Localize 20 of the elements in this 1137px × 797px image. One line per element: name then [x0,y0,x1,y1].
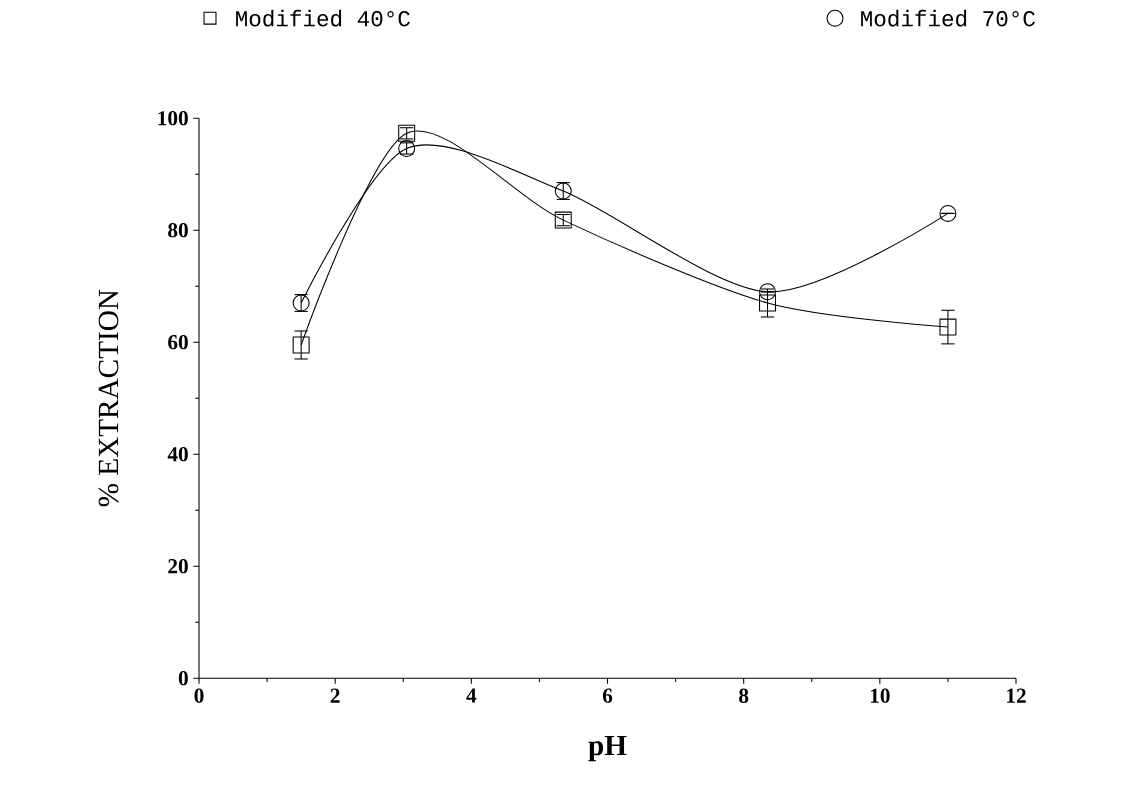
legend-label: Modified 40°C [236,9,410,27]
x-tick-label: 10 [870,688,890,703]
point [292,336,310,354]
legend-label: Modified 70°C [861,9,1035,27]
y-tick-label: 40 [167,446,188,462]
y-tick-label: 0 [178,670,188,686]
y-tick-label: 20 [168,558,188,574]
point [939,318,957,336]
x-tick-label: 4 [466,688,477,703]
x-tick-label: 8 [739,688,749,703]
x-tick-label: 12 [1007,688,1026,703]
x-tick-label: 2 [330,688,340,703]
x-tick-label: 0 [194,688,204,703]
y-tick-label: 60 [168,334,188,350]
y-tick-label: 80 [168,222,188,238]
y-tick-label: 100 [158,110,188,126]
y-axis-title: % EXTRACTION [98,289,119,507]
x-axis-title: pH [588,735,627,762]
point [939,204,957,222]
x-tick-label: 6 [602,688,613,703]
